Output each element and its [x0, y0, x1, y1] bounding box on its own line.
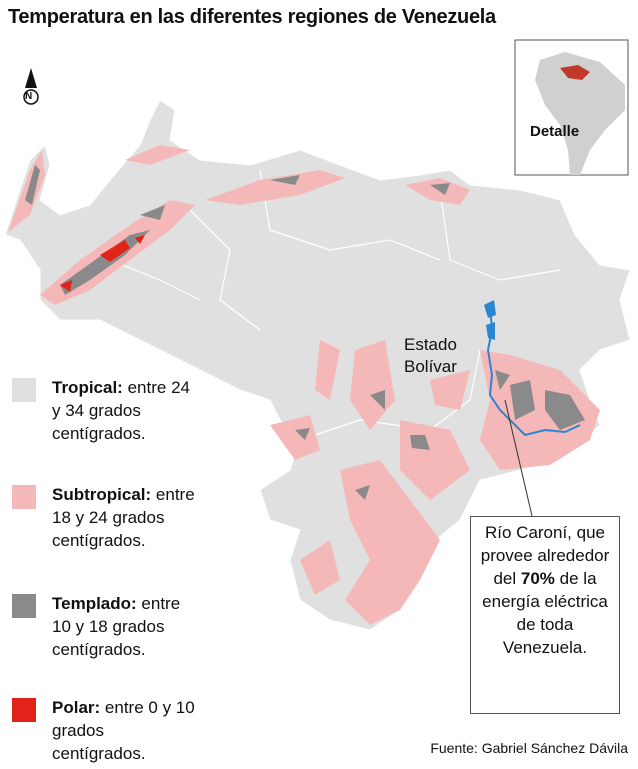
river — [486, 304, 581, 437]
legend-swatch — [12, 485, 36, 509]
subtropical-areas — [8, 145, 600, 625]
annotation-pointer — [504, 399, 533, 517]
legend-swatch — [12, 378, 36, 402]
compass-circle — [23, 89, 39, 105]
legend-item: Subtropical: entre 18 y 24 grados centíg… — [52, 483, 202, 552]
legend-name: Templado: — [52, 594, 137, 613]
inset-label: Detalle — [530, 123, 580, 140]
legend-item: Polar: entre 0 y 10 grados centígrados. — [52, 696, 202, 765]
legend-description: entre 10 y 18 grados centígrados. — [52, 594, 181, 659]
polar-areas — [60, 235, 145, 292]
river-source — [484, 300, 496, 340]
legend-description: entre 24 y 34 grados centígrados. — [52, 378, 190, 443]
annotation-text: Río Caroní, que provee alrededor del — [480, 523, 610, 588]
legend-swatch — [12, 594, 36, 618]
legend-swatch — [12, 698, 36, 722]
region-label: Estado Bolívar — [404, 335, 457, 376]
annotation-text: de la energía eléctrica de toda Venezuel… — [482, 569, 608, 657]
title: Temperatura en las diferentes regiones d… — [8, 6, 496, 28]
legend-name: Subtropical: — [52, 485, 152, 504]
source: Fuente: Gabriel Sánchez Dávila — [430, 740, 628, 756]
legend-item: Templado: entre 10 y 18 grados centígrad… — [52, 592, 202, 661]
legend-item: Tropical: entre 24 y 34 grados centígrad… — [52, 376, 202, 445]
inset-continent — [535, 52, 625, 175]
annotation-highlight: 70% — [520, 569, 555, 588]
inset-venezuela — [560, 65, 590, 80]
legend-name: Tropical: — [52, 378, 123, 397]
annotation: Río Caroní, que provee alrededor del 70%… — [470, 516, 620, 714]
compass-arrow — [25, 68, 37, 88]
legend-description: entre 18 y 24 grados centígrados. — [52, 485, 195, 550]
legend-name: Polar: — [52, 698, 101, 717]
legend-description: entre 0 y 10 grados centígrados. — [52, 698, 195, 763]
compass-label: N — [25, 91, 33, 102]
